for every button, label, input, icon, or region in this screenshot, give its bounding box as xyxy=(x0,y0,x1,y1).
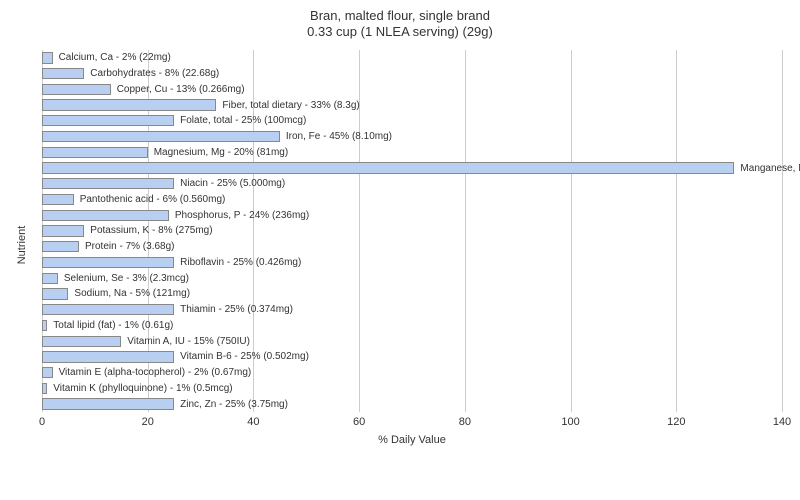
bar-row: Zinc, Zn - 25% (3.75mg) xyxy=(42,396,782,412)
bar-row: Vitamin A, IU - 15% (750IU) xyxy=(42,333,782,349)
bar-row: Phosphorus, P - 24% (236mg) xyxy=(42,207,782,223)
nutrient-label: Thiamin - 25% (0.374mg) xyxy=(176,304,297,315)
nutrient-bar xyxy=(42,115,174,126)
x-tick-label: 100 xyxy=(561,416,579,428)
nutrient-label: Vitamin E (alpha-tocopherol) - 2% (0.67m… xyxy=(55,367,256,378)
nutrient-bar xyxy=(42,320,47,331)
nutrient-label: Vitamin B-6 - 25% (0.502mg) xyxy=(176,351,313,362)
nutrient-label: Iron, Fe - 45% (8.10mg) xyxy=(282,131,396,142)
nutrient-label: Niacin - 25% (5.000mg) xyxy=(176,178,289,189)
nutrient-bar xyxy=(42,336,121,347)
bar-row: Magnesium, Mg - 20% (81mg) xyxy=(42,144,782,160)
nutrient-label: Total lipid (fat) - 1% (0.61g) xyxy=(49,320,177,331)
chart-title: Bran, malted flour, single brand 0.33 cu… xyxy=(0,8,800,41)
nutrient-bar xyxy=(42,241,79,252)
bar-row: Iron, Fe - 45% (8.10mg) xyxy=(42,129,782,145)
nutrient-label: Carbohydrates - 8% (22.68g) xyxy=(86,68,223,79)
nutrient-bar xyxy=(42,99,216,110)
bar-row: Protein - 7% (3.68g) xyxy=(42,239,782,255)
nutrient-bar xyxy=(42,210,169,221)
nutrient-bar xyxy=(42,84,111,95)
nutrient-label: Riboflavin - 25% (0.426mg) xyxy=(176,257,305,268)
y-axis-title: Nutrient xyxy=(16,215,28,275)
nutrient-bar xyxy=(42,383,47,394)
x-tick-label: 140 xyxy=(773,416,791,428)
bar-row: Folate, total - 25% (100mcg) xyxy=(42,113,782,129)
nutrient-bar xyxy=(42,68,84,79)
nutrient-bar xyxy=(42,194,74,205)
nutrient-bar xyxy=(42,288,68,299)
bar-row: Riboflavin - 25% (0.426mg) xyxy=(42,255,782,271)
gridline xyxy=(782,50,783,412)
bar-row: Vitamin B-6 - 25% (0.502mg) xyxy=(42,349,782,365)
bar-row: Total lipid (fat) - 1% (0.61g) xyxy=(42,318,782,334)
nutrient-label: Manganese, Mn - 131% (2.619mg) xyxy=(736,163,800,174)
nutrient-bar xyxy=(42,131,280,142)
nutrient-label: Magnesium, Mg - 20% (81mg) xyxy=(150,147,293,158)
nutrient-label: Fiber, total dietary - 33% (8.3g) xyxy=(218,100,363,111)
nutrient-label: Phosphorus, P - 24% (236mg) xyxy=(171,210,313,221)
nutrient-label: Copper, Cu - 13% (0.266mg) xyxy=(113,84,249,95)
bar-row: Potassium, K - 8% (275mg) xyxy=(42,223,782,239)
nutrient-bar xyxy=(42,178,174,189)
plot-area: Calcium, Ca - 2% (22mg) Carbohydrates - 8… xyxy=(42,50,782,450)
bar-row: Selenium, Se - 3% (2.3mcg) xyxy=(42,270,782,286)
x-tick-label: 120 xyxy=(667,416,685,428)
chart-container: Bran, malted flour, single brand 0.33 cu… xyxy=(0,0,800,500)
x-axis: 020406080100120140 xyxy=(42,412,782,430)
nutrient-bar xyxy=(42,52,53,63)
nutrient-bar xyxy=(42,225,84,236)
bar-row: Vitamin E (alpha-tocopherol) - 2% (0.67m… xyxy=(42,365,782,381)
bar-row: Carbohydrates - 8% (22.68g) xyxy=(42,66,782,82)
nutrient-label: Sodium, Na - 5% (121mg) xyxy=(70,288,194,299)
bar-row: Thiamin - 25% (0.374mg) xyxy=(42,302,782,318)
chart-title-line1: Bran, malted flour, single brand xyxy=(0,8,800,24)
bar-row: Niacin - 25% (5.000mg) xyxy=(42,176,782,192)
nutrient-label: Vitamin K (phylloquinone) - 1% (0.5mcg) xyxy=(49,383,236,394)
nutrient-label: Pantothenic acid - 6% (0.560mg) xyxy=(76,194,230,205)
nutrient-label: Protein - 7% (3.68g) xyxy=(81,241,179,252)
x-tick-label: 80 xyxy=(459,416,471,428)
x-tick-label: 60 xyxy=(353,416,365,428)
nutrient-bar xyxy=(42,398,174,409)
nutrient-bar xyxy=(42,147,148,158)
nutrient-bar xyxy=(42,304,174,315)
chart-title-line2: 0.33 cup (1 NLEA serving) (29g) xyxy=(0,24,800,40)
bar-row: Fiber, total dietary - 33% (8.3g) xyxy=(42,97,782,113)
nutrient-bar xyxy=(42,162,734,173)
nutrient-label: Zinc, Zn - 25% (3.75mg) xyxy=(176,399,292,410)
bar-row: Manganese, Mn - 131% (2.619mg) xyxy=(42,160,782,176)
nutrient-bar xyxy=(42,367,53,378)
bar-row: Sodium, Na - 5% (121mg) xyxy=(42,286,782,302)
nutrient-label: Selenium, Se - 3% (2.3mcg) xyxy=(60,273,193,284)
x-tick-label: 40 xyxy=(247,416,259,428)
nutrient-bar xyxy=(42,257,174,268)
bar-row: Copper, Cu - 13% (0.266mg) xyxy=(42,81,782,97)
bar-row: Calcium, Ca - 2% (22mg) xyxy=(42,50,782,66)
nutrient-label: Folate, total - 25% (100mcg) xyxy=(176,115,310,126)
bar-row: Vitamin K (phylloquinone) - 1% (0.5mcg) xyxy=(42,381,782,397)
nutrient-bar xyxy=(42,273,58,284)
x-axis-title: % Daily Value xyxy=(42,434,782,446)
x-tick-label: 20 xyxy=(142,416,154,428)
nutrient-label: Calcium, Ca - 2% (22mg) xyxy=(55,52,175,63)
x-tick-label: 0 xyxy=(39,416,45,428)
nutrient-bar xyxy=(42,351,174,362)
nutrient-label: Potassium, K - 8% (275mg) xyxy=(86,225,216,236)
nutrient-label: Vitamin A, IU - 15% (750IU) xyxy=(123,336,254,347)
bar-row: Pantothenic acid - 6% (0.560mg) xyxy=(42,192,782,208)
